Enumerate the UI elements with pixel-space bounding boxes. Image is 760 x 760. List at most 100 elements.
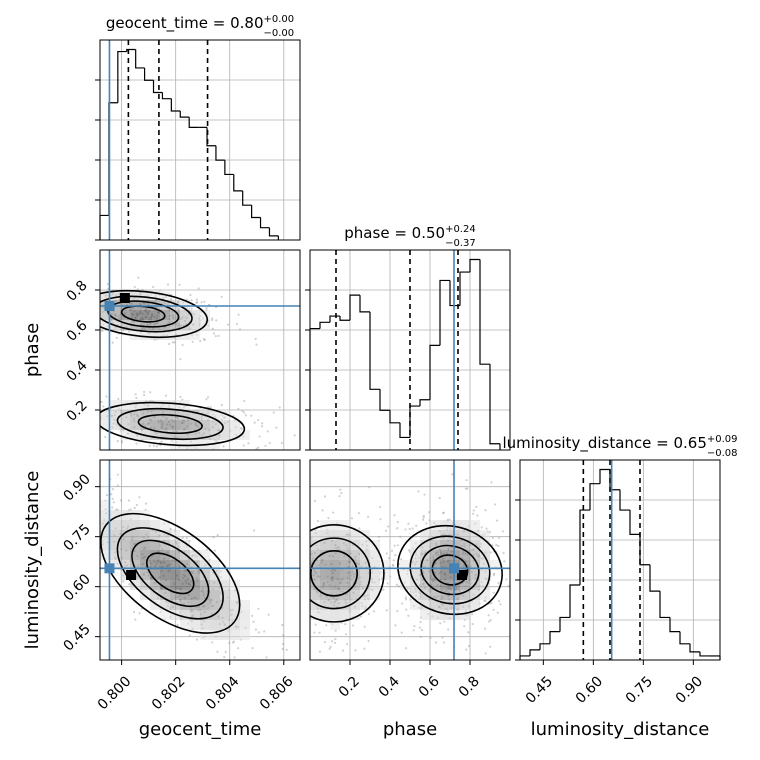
scatter-point xyxy=(91,299,93,301)
x-tick-label: 0.2 xyxy=(336,674,363,701)
density-cell xyxy=(430,540,440,550)
scatter-point xyxy=(117,397,120,401)
scatter-point xyxy=(80,302,82,304)
panel-frame xyxy=(309,249,511,451)
scatter-point xyxy=(422,514,425,518)
density-cell xyxy=(210,570,220,580)
histogram-bin xyxy=(379,389,390,411)
scatter-point xyxy=(83,307,85,309)
scatter-point xyxy=(64,438,66,440)
scatter-point xyxy=(66,314,68,316)
density-cell xyxy=(330,600,340,610)
scatter-point xyxy=(97,314,99,316)
contour-line xyxy=(397,524,503,616)
density-cell xyxy=(380,560,390,570)
scatter-point xyxy=(261,422,264,425)
density-cell xyxy=(130,580,140,590)
scatter-point xyxy=(101,329,104,332)
scatter-point xyxy=(70,424,72,426)
density-cell xyxy=(180,610,190,620)
contour-line xyxy=(131,539,210,608)
contour-line xyxy=(310,537,371,610)
scatter-point xyxy=(205,307,208,310)
density-cell xyxy=(110,530,120,540)
scatter-point xyxy=(467,631,470,634)
title-err-minus: −0.00 xyxy=(264,28,295,39)
scatter-point xyxy=(363,625,366,628)
scatter-point xyxy=(264,444,267,447)
density-cell xyxy=(100,310,110,320)
scatter-point xyxy=(222,445,225,448)
scatter-point xyxy=(96,314,98,316)
histogram-title: phase = 0.50+0.24 xyxy=(344,224,475,242)
scatter-point xyxy=(63,560,65,562)
density-peak xyxy=(126,570,137,580)
scatter-point xyxy=(428,511,431,514)
density-cell xyxy=(440,570,450,580)
density-cell xyxy=(190,560,200,570)
scatter-point xyxy=(387,557,391,560)
scatter-point xyxy=(148,444,151,447)
density-cell xyxy=(200,580,210,590)
x-tick-label: 0.800 xyxy=(95,674,135,714)
scatter-point xyxy=(63,389,65,391)
density-cell xyxy=(140,300,150,310)
density-cell xyxy=(160,300,170,310)
scatter-point xyxy=(220,404,223,407)
scatter-point xyxy=(105,494,109,497)
scatter-point xyxy=(211,641,214,644)
scatter-point xyxy=(359,615,363,618)
scatter-point xyxy=(254,569,256,571)
scatter-point xyxy=(423,493,426,496)
density-cell xyxy=(430,580,440,590)
density-cell xyxy=(170,600,180,610)
density-cell xyxy=(470,570,480,580)
scatter-point xyxy=(494,503,497,506)
histogram-bin xyxy=(135,49,145,69)
scatter-point xyxy=(492,591,495,594)
density-cell xyxy=(210,600,220,610)
scatter-point xyxy=(434,641,438,644)
scatter-point xyxy=(48,394,50,396)
scatter-point xyxy=(89,414,91,416)
scatter-point xyxy=(490,481,493,484)
scatter-point xyxy=(421,518,425,521)
density-cell xyxy=(440,610,450,620)
scatter-point xyxy=(354,649,357,652)
density-cell xyxy=(120,310,130,320)
histogram-bin xyxy=(268,227,279,237)
density-cell xyxy=(330,570,340,580)
scatter-point xyxy=(304,553,306,555)
scatter-point xyxy=(202,337,206,341)
density-cell xyxy=(120,570,130,580)
scatter-point xyxy=(169,528,172,531)
histogram-panel-luminosity_distance: luminosity_distance = 0.65+0.09−0.08 xyxy=(502,434,738,661)
density-cell xyxy=(340,540,350,550)
scatter-point xyxy=(266,430,269,433)
scatter-point xyxy=(297,522,299,524)
density-cell xyxy=(190,330,200,340)
histogram-bin xyxy=(161,92,172,100)
histogram-bin xyxy=(669,617,680,633)
scatter-point xyxy=(415,524,418,527)
density-cell xyxy=(460,590,470,600)
scatter-point xyxy=(273,530,275,532)
density-cell xyxy=(150,580,160,590)
density-cell xyxy=(410,590,420,600)
density-cell xyxy=(480,570,490,580)
scatter-point xyxy=(275,546,277,548)
density-cell xyxy=(230,630,240,640)
histogram-bin xyxy=(224,160,234,176)
scatter-point xyxy=(503,560,506,563)
scatter-point xyxy=(170,462,172,464)
scatter-point xyxy=(203,338,206,342)
density-cell xyxy=(180,320,190,330)
scatter-point xyxy=(367,612,370,616)
density-cell xyxy=(360,600,370,610)
scatter-point xyxy=(422,516,425,519)
scatter-point xyxy=(119,499,123,502)
scatter-point xyxy=(267,589,269,591)
density-cell xyxy=(240,610,250,620)
density-cell xyxy=(130,430,140,440)
scatter-point xyxy=(11,468,13,470)
